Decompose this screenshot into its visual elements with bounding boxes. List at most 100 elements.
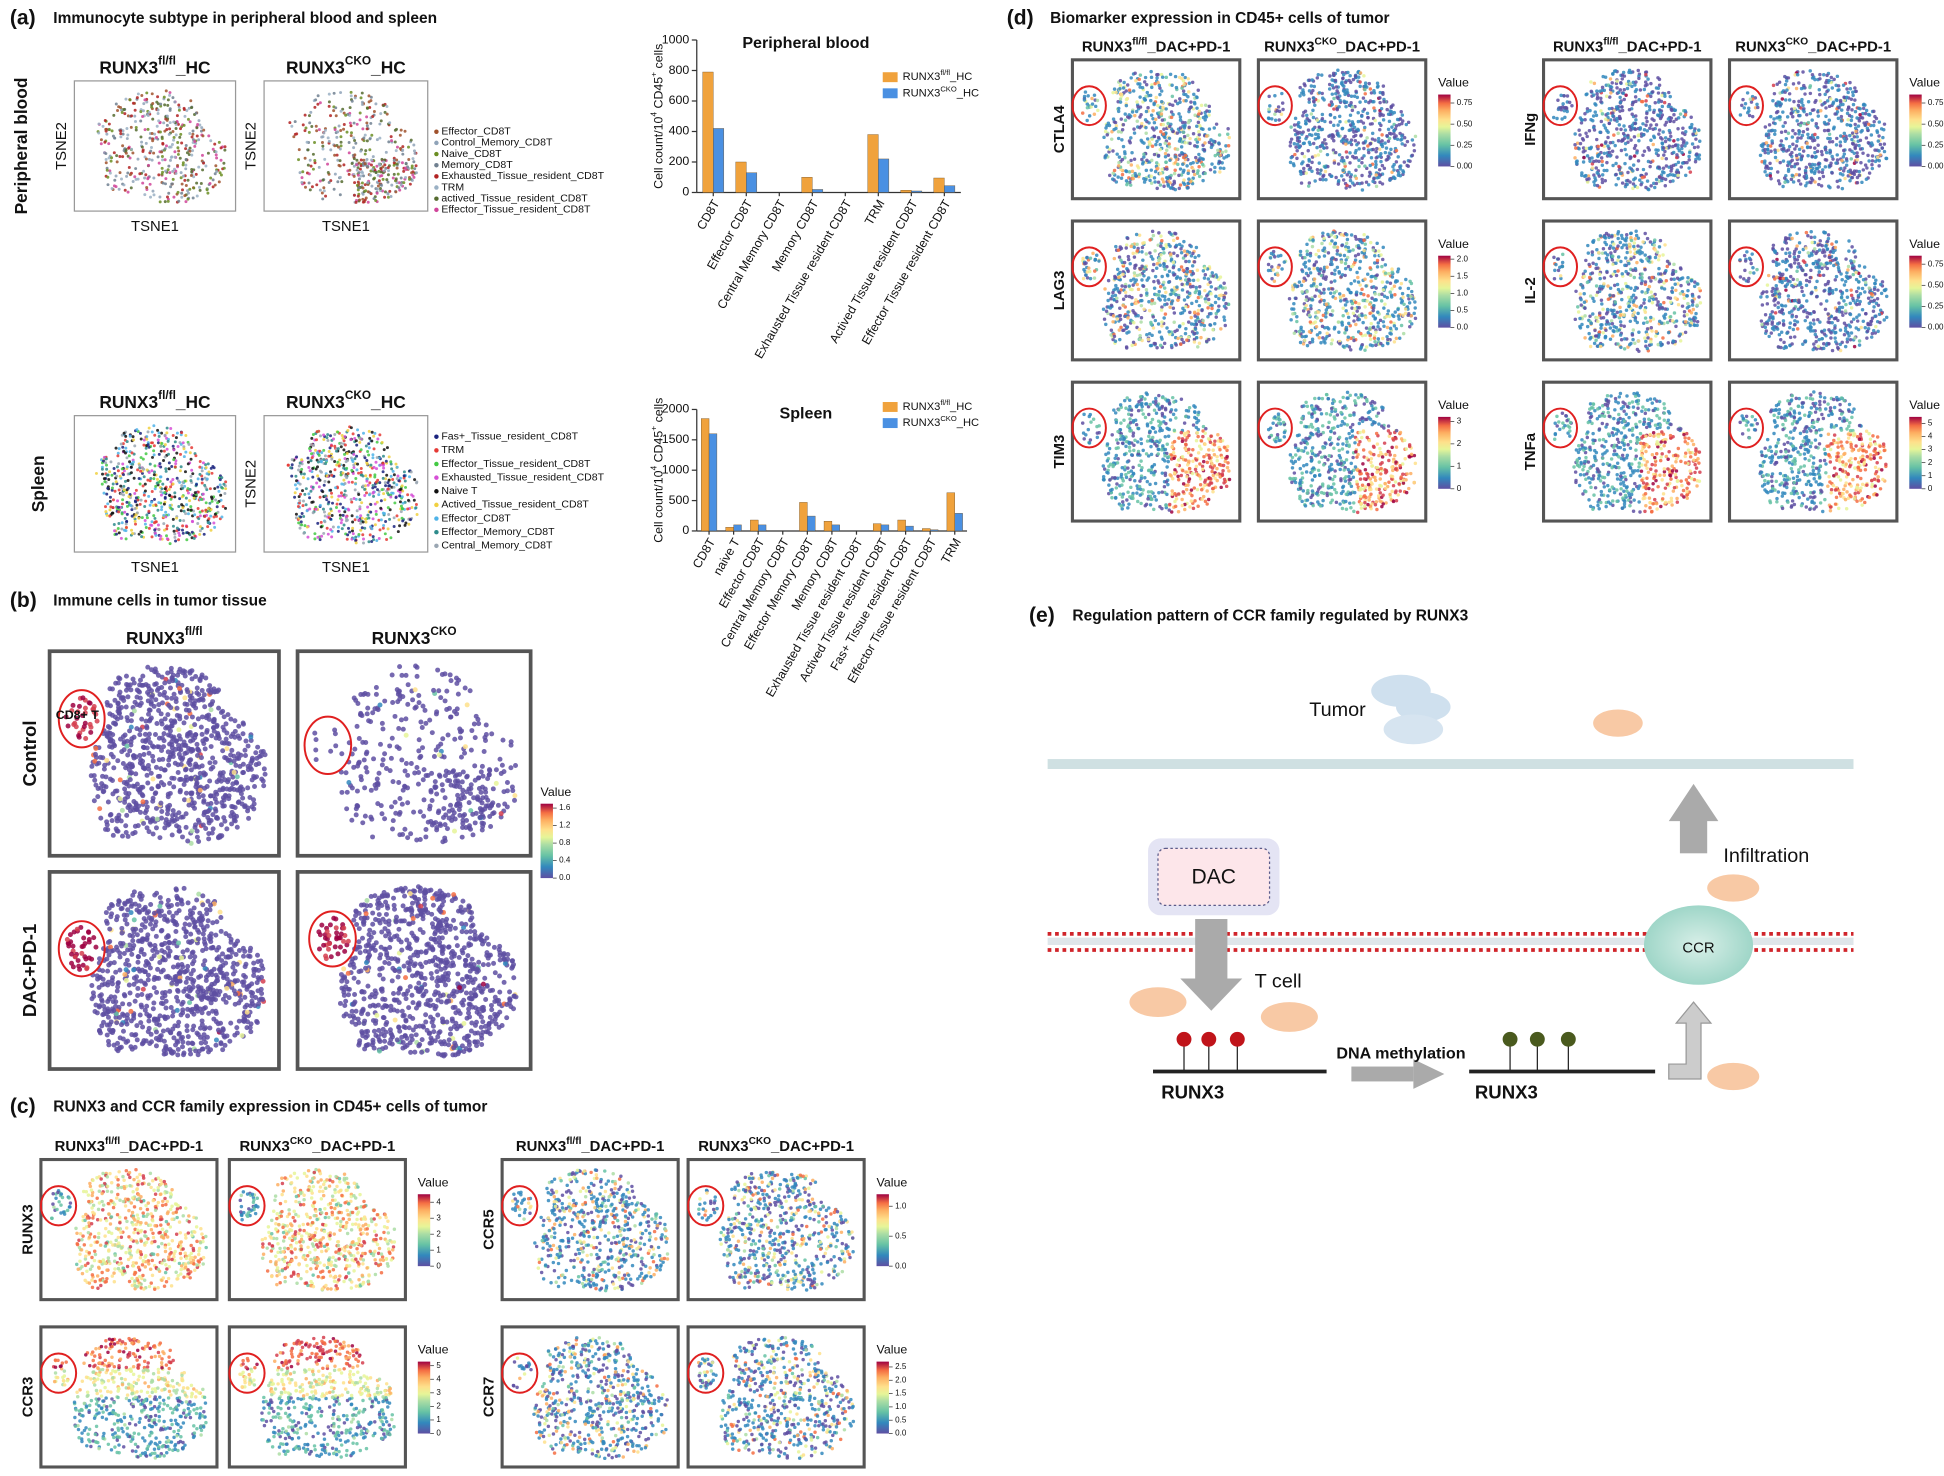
tsne-point — [222, 755, 227, 760]
tsne-point — [339, 159, 342, 162]
tsne-point — [119, 130, 122, 133]
tsne-point — [201, 741, 206, 746]
t-cell-label: T cell — [1255, 970, 1302, 992]
tsne-point — [113, 151, 116, 154]
column-title-part: RUNX3 — [372, 627, 431, 647]
tsne-point — [166, 749, 171, 754]
y-tick-label: 800 — [669, 63, 690, 77]
tsne-point — [175, 979, 180, 984]
bar — [750, 520, 758, 531]
legend-label: RUNX3fl/fl_HC — [903, 397, 973, 412]
tsne-point — [128, 687, 133, 692]
tsne-point — [235, 774, 240, 779]
tsne-point — [467, 800, 472, 805]
tsne-point — [374, 503, 377, 506]
tsne-point — [165, 671, 170, 676]
tsne-point — [119, 135, 122, 138]
tsne-point — [197, 911, 202, 916]
tsne-point — [104, 128, 107, 131]
tsne-point — [190, 446, 193, 449]
tsne-point — [111, 129, 114, 132]
tsne-point — [140, 535, 143, 538]
tsne-point — [163, 726, 168, 731]
tsne-point — [393, 159, 396, 162]
tsne-point — [120, 808, 125, 813]
legend-dot — [434, 174, 438, 178]
tsne-point — [455, 802, 460, 807]
tsne-point — [189, 777, 194, 782]
tsne-point — [323, 520, 326, 523]
tsne-point — [214, 172, 217, 175]
tsne-point — [370, 159, 373, 162]
tsne-point — [227, 995, 232, 1000]
tsne-point — [139, 947, 144, 952]
plot-title-part: RUNX3 — [286, 57, 345, 77]
tsne-point — [142, 952, 147, 957]
tsne-point — [378, 179, 381, 182]
tsne-point — [460, 950, 465, 955]
tsne-point — [127, 191, 130, 194]
tsne-point — [317, 477, 320, 480]
tsne-point — [107, 939, 112, 944]
tsne-point — [171, 1035, 176, 1040]
tsne-point — [106, 169, 109, 172]
tsne-point — [235, 939, 240, 944]
tsne-point — [481, 774, 486, 779]
plot-title-part: _HC — [175, 392, 211, 412]
tsne-point — [153, 697, 158, 702]
tsne-point — [141, 516, 144, 519]
tsne-point — [223, 149, 226, 152]
tsne-point — [166, 524, 169, 527]
tsne-point — [124, 921, 129, 926]
tsne-point — [139, 110, 142, 113]
tsne-point — [192, 130, 195, 133]
tsne-point — [185, 497, 188, 500]
tsne-point — [195, 112, 198, 115]
tsne-point — [193, 674, 198, 679]
tsne-point — [190, 1041, 195, 1046]
bar — [812, 189, 823, 192]
tsne-point — [368, 137, 371, 140]
tsne-point — [138, 477, 141, 480]
tsne-point — [164, 443, 167, 446]
tsne-point — [346, 538, 349, 541]
tsne-point — [253, 750, 258, 755]
tsne-point — [168, 1030, 173, 1035]
tsne-point — [183, 669, 188, 674]
tsne-point — [116, 1048, 121, 1053]
tsne-point — [384, 484, 387, 487]
tsne-point — [347, 481, 350, 484]
tsne-point — [169, 981, 174, 986]
tsne-point — [375, 777, 380, 782]
tsne-point — [488, 824, 493, 829]
tsne-point — [210, 945, 215, 950]
tsne-point — [176, 114, 179, 117]
tsne-point — [136, 954, 141, 959]
tsne-point — [430, 798, 435, 803]
tsne-point — [497, 974, 502, 979]
tsne-point — [125, 520, 128, 523]
tsne-point — [394, 141, 397, 144]
tsne-point — [136, 967, 141, 972]
bar-chart: 02004006008001000CD8TEffector CD8TCentra… — [649, 32, 979, 361]
tsne-point — [164, 487, 167, 490]
tsne-point — [152, 953, 157, 958]
tsne-point — [147, 164, 150, 167]
tsne-point — [127, 147, 130, 150]
axis-label: TSNE1 — [131, 560, 179, 576]
tsne-point — [404, 733, 409, 738]
tsne-point — [306, 525, 309, 528]
tsne-point — [372, 517, 375, 520]
tsne-point — [186, 198, 189, 201]
tsne-point — [380, 170, 383, 173]
tsne-point — [172, 518, 175, 521]
tsne-point — [227, 1039, 232, 1044]
tsne-point — [168, 686, 173, 691]
tsne-point — [101, 468, 104, 471]
tsne-point — [149, 150, 152, 153]
tsne-point — [368, 437, 371, 440]
tsne-point — [239, 791, 244, 796]
tsne-point — [375, 165, 378, 168]
tsne-point — [143, 494, 146, 497]
tsne-point — [181, 487, 184, 490]
